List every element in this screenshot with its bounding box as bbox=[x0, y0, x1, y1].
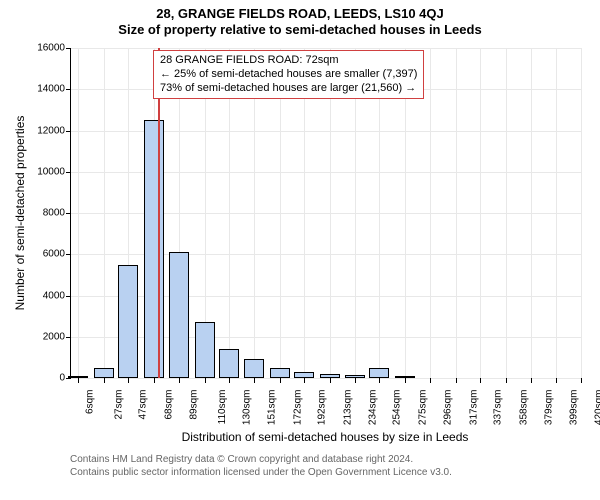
gridline-vertical bbox=[430, 48, 431, 378]
x-tick-label: 379sqm bbox=[543, 390, 554, 426]
gridline-vertical bbox=[531, 48, 532, 378]
x-tick-mark bbox=[355, 378, 356, 383]
x-tick-mark bbox=[581, 378, 582, 383]
y-tick-label: 4000 bbox=[43, 290, 65, 301]
gridline-vertical bbox=[78, 48, 79, 378]
gridline-vertical bbox=[480, 48, 481, 378]
x-axis-label: Distribution of semi-detached houses by … bbox=[182, 430, 469, 444]
histogram-bar bbox=[144, 120, 164, 378]
x-tick-label: 47sqm bbox=[138, 390, 149, 420]
x-tick-mark bbox=[556, 378, 557, 383]
x-tick-label: 27sqm bbox=[113, 390, 124, 420]
y-axis-label: Number of semi-detached properties bbox=[13, 116, 27, 311]
legend-line: 28 GRANGE FIELDS ROAD: 72sqm bbox=[160, 54, 417, 68]
chart-container: { "title": { "line1": "28, GRANGE FIELDS… bbox=[0, 0, 600, 500]
y-tick-mark bbox=[66, 296, 71, 297]
y-tick-mark bbox=[66, 131, 71, 132]
x-tick-label: 420sqm bbox=[593, 390, 600, 426]
x-tick-label: 130sqm bbox=[241, 390, 252, 426]
gridline-vertical bbox=[556, 48, 557, 378]
x-tick-label: 358sqm bbox=[518, 390, 529, 426]
x-tick-mark bbox=[280, 378, 281, 383]
histogram-bar bbox=[94, 368, 114, 378]
y-tick-mark bbox=[66, 337, 71, 338]
legend-line: 73% of semi-detached houses are larger (… bbox=[160, 82, 417, 96]
x-tick-label: 234sqm bbox=[367, 390, 378, 426]
histogram-bar bbox=[345, 375, 365, 378]
histogram-bar bbox=[169, 252, 189, 378]
y-tick-label: 0 bbox=[59, 373, 65, 384]
x-tick-label: 399sqm bbox=[568, 390, 579, 426]
x-tick-mark bbox=[480, 378, 481, 383]
x-tick-mark bbox=[78, 378, 79, 383]
title-line-2: Size of property relative to semi-detach… bbox=[0, 22, 600, 38]
plot-area: 02000400060008000100001200014000160006sq… bbox=[70, 48, 581, 379]
footer-line-1: Contains HM Land Registry data © Crown c… bbox=[70, 454, 452, 467]
legend-box: 28 GRANGE FIELDS ROAD: 72sqm← 25% of sem… bbox=[153, 50, 424, 99]
x-tick-label: 254sqm bbox=[392, 390, 403, 426]
x-tick-mark bbox=[430, 378, 431, 383]
title-line-1: 28, GRANGE FIELDS ROAD, LEEDS, LS10 4QJ bbox=[0, 6, 600, 22]
x-tick-mark bbox=[128, 378, 129, 383]
x-tick-label: 110sqm bbox=[216, 390, 227, 425]
x-tick-label: 192sqm bbox=[316, 390, 327, 426]
y-tick-mark bbox=[66, 172, 71, 173]
y-tick-label: 14000 bbox=[37, 84, 65, 95]
x-tick-mark bbox=[179, 378, 180, 383]
y-tick-mark bbox=[66, 48, 71, 49]
histogram-bar bbox=[244, 359, 264, 378]
legend-line: ← 25% of semi-detached houses are smalle… bbox=[160, 68, 417, 82]
histogram-bar bbox=[320, 374, 340, 378]
x-tick-mark bbox=[405, 378, 406, 383]
y-tick-label: 2000 bbox=[43, 331, 65, 342]
histogram-bar bbox=[294, 372, 314, 378]
x-tick-label: 68sqm bbox=[163, 390, 174, 420]
gridline-vertical bbox=[456, 48, 457, 378]
y-tick-mark bbox=[66, 254, 71, 255]
gridline-vertical bbox=[506, 48, 507, 378]
x-tick-mark bbox=[330, 378, 331, 383]
x-tick-mark bbox=[154, 378, 155, 383]
y-tick-label: 10000 bbox=[37, 166, 65, 177]
x-tick-label: 337sqm bbox=[492, 390, 503, 426]
y-tick-mark bbox=[66, 378, 71, 379]
y-tick-label: 16000 bbox=[37, 43, 65, 54]
y-tick-mark bbox=[66, 213, 71, 214]
x-tick-mark bbox=[379, 378, 380, 383]
x-tick-mark bbox=[229, 378, 230, 383]
x-tick-label: 275sqm bbox=[417, 390, 428, 426]
gridline-vertical bbox=[104, 48, 105, 378]
x-tick-mark bbox=[104, 378, 105, 383]
y-tick-label: 12000 bbox=[37, 125, 65, 136]
footer-line-2: Contains public sector information licen… bbox=[70, 467, 452, 480]
histogram-bar bbox=[369, 368, 389, 378]
y-tick-label: 6000 bbox=[43, 249, 65, 260]
x-tick-label: 89sqm bbox=[189, 390, 200, 420]
histogram-bar bbox=[219, 349, 239, 378]
histogram-bar bbox=[195, 322, 215, 378]
x-tick-mark bbox=[456, 378, 457, 383]
x-tick-label: 6sqm bbox=[85, 390, 96, 414]
histogram-bar bbox=[118, 265, 138, 378]
x-tick-mark bbox=[531, 378, 532, 383]
gridline-vertical bbox=[581, 48, 582, 378]
chart-title: 28, GRANGE FIELDS ROAD, LEEDS, LS10 4QJ … bbox=[0, 0, 600, 37]
x-tick-label: 172sqm bbox=[292, 390, 303, 426]
gridline-horizontal bbox=[71, 48, 581, 49]
x-tick-label: 317sqm bbox=[468, 390, 479, 426]
y-tick-label: 8000 bbox=[43, 208, 65, 219]
histogram-bar bbox=[270, 368, 290, 378]
x-tick-mark bbox=[205, 378, 206, 383]
x-tick-label: 296sqm bbox=[443, 390, 454, 426]
x-tick-label: 213sqm bbox=[342, 390, 353, 426]
x-tick-mark bbox=[254, 378, 255, 383]
x-tick-mark bbox=[506, 378, 507, 383]
y-tick-mark bbox=[66, 89, 71, 90]
histogram-bar bbox=[395, 376, 415, 378]
gridline-horizontal bbox=[71, 378, 581, 379]
x-tick-mark bbox=[304, 378, 305, 383]
footer-attribution: Contains HM Land Registry data © Crown c… bbox=[70, 454, 452, 479]
x-tick-label: 151sqm bbox=[267, 390, 278, 426]
histogram-bar bbox=[68, 376, 88, 378]
